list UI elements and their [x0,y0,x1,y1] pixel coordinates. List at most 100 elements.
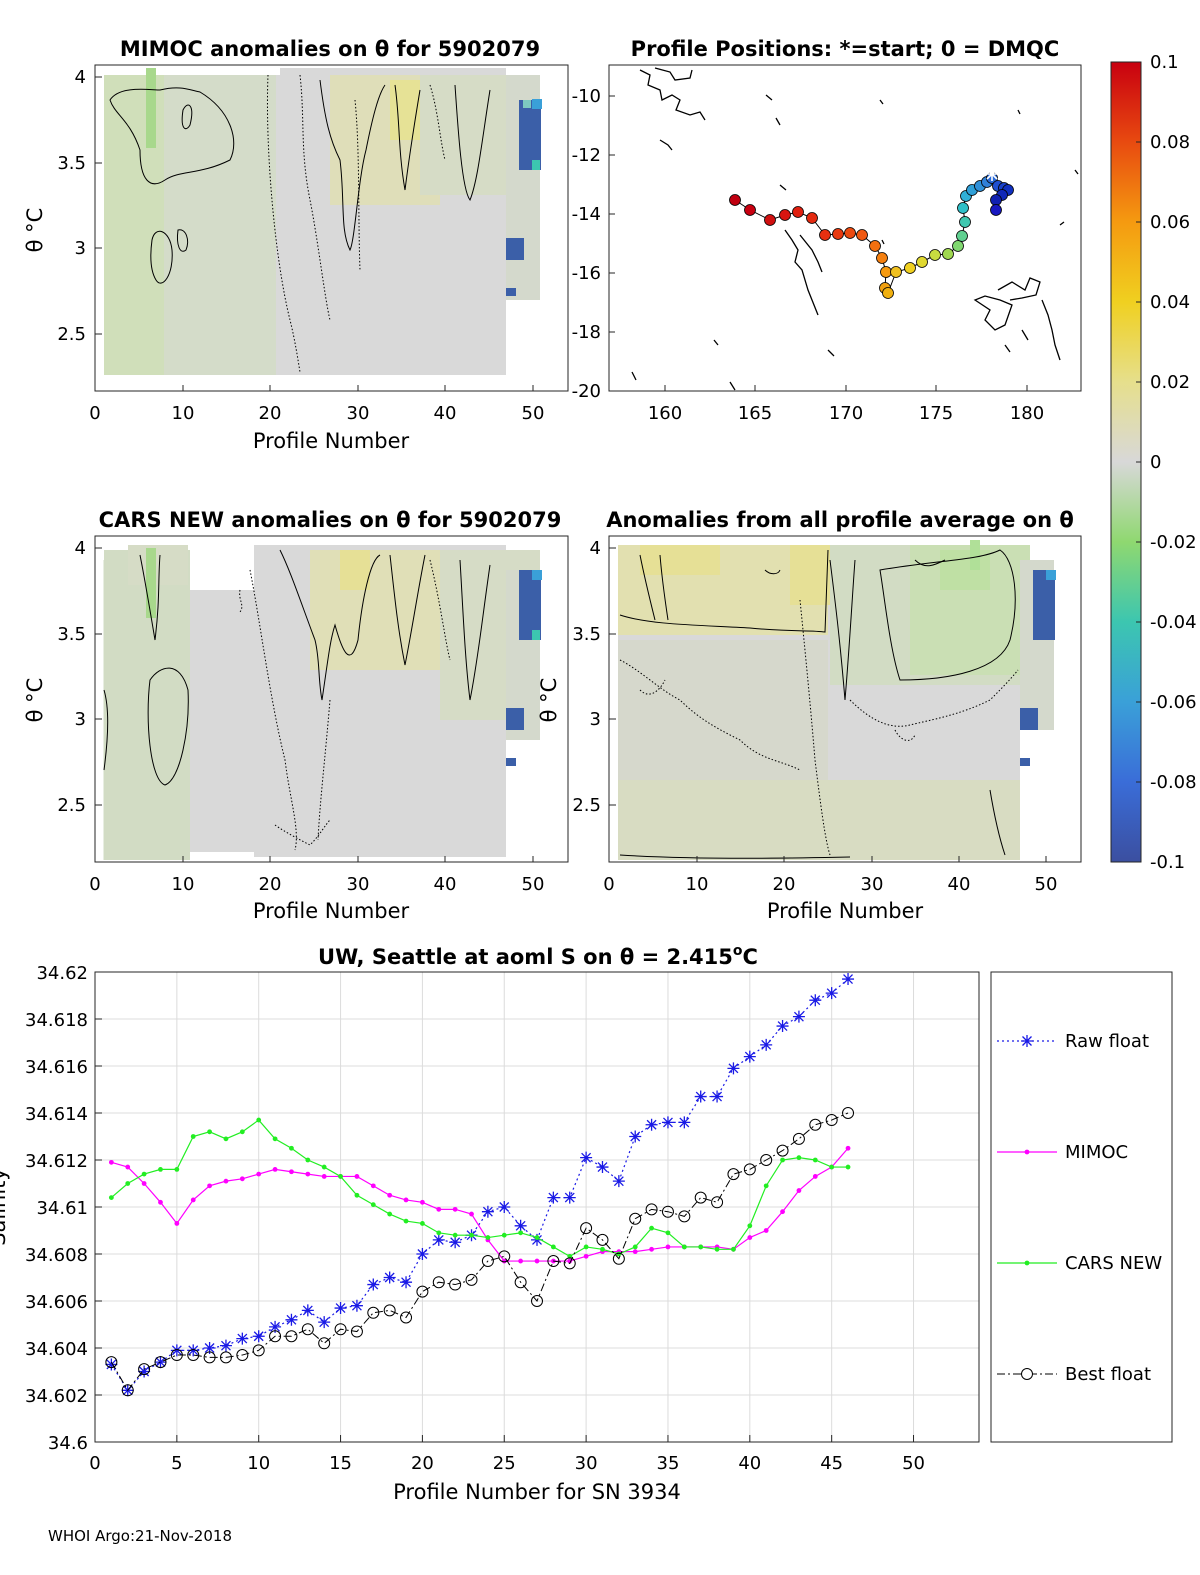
point-cars-new [370,1202,376,1208]
point-best-float [514,1276,527,1289]
point-cars-new [665,1230,671,1236]
point-raw-float [678,1116,691,1129]
point-cars-new [763,1183,769,1189]
legend-label-cars-new: CARS NEW [1065,1253,1162,1274]
point-best-float [170,1349,183,1362]
point-cars-new [681,1244,687,1250]
colorbar: 0.1 0.08 0.06 0.04 0.02 0 -0.02 -0.04 -0.06 -0.08… [1110,52,1197,873]
point-raw-float [825,987,838,1000]
point-best-float [154,1356,167,1369]
mimoc-xtick: 10 [172,403,195,424]
point-best-float [416,1285,429,1298]
series-line-cars-new [110,1119,849,1258]
y-tick-label: 34.614 [25,1104,88,1125]
point-mimoc [108,1159,114,1165]
point-raw-float [383,1271,396,1284]
cars-xtick: 30 [347,874,370,895]
colorbar-tick-label: -0.06 [1150,692,1197,713]
point-raw-float [727,1062,740,1075]
point-mimoc [436,1206,442,1212]
point-cars-new [698,1244,704,1250]
point-cars-new [289,1145,294,1151]
point-mimoc [354,1174,360,1179]
point-cars-new [632,1244,638,1250]
point-raw-float [580,1151,593,1164]
mimoc-ylabel: θ °C [23,208,47,253]
point-cars-new [207,1129,212,1135]
point-mimoc [747,1235,753,1240]
point-best-float [661,1205,674,1218]
point-best-float [219,1351,232,1364]
point-mimoc [239,1176,245,1182]
point-mimoc [223,1178,229,1184]
point-best-float [531,1295,543,1307]
cars-xtick: 0 [89,874,100,895]
point-cars-new [452,1232,458,1238]
x-tick-label: 10 [247,1453,270,1474]
series-line-mimoc [111,1147,849,1262]
point-raw-float [105,1358,118,1371]
start-star [985,167,999,181]
cars-xtick: 50 [522,874,545,895]
point-cars-new [469,1232,474,1238]
cars-ytick: 3 [75,709,86,730]
point-best-float [629,1212,642,1225]
point-best-float [825,1114,838,1127]
point-best-float [236,1349,249,1362]
salinity-chart: UW, Seattle at aoml S on θ = 2.415oC 0 5 1… [0,943,1173,1504]
point-raw-float [645,1118,658,1131]
point-best-float [432,1276,445,1289]
mimoc-ytick: 2.5 [57,324,86,345]
point-cars-new [239,1129,245,1135]
x-tick-label: 5 [171,1453,182,1474]
avg-xtick: 10 [686,874,709,895]
positions-xtick: 160 [648,403,682,424]
positions-ytick: -10 [572,86,601,107]
point-mimoc [796,1188,802,1193]
point-raw-float [301,1304,314,1317]
point-mimoc [780,1209,785,1215]
point-raw-float [612,1175,625,1188]
cars-xtick: 10 [172,874,195,895]
colorbar-tick-label: 0.1 [1150,52,1179,73]
positions-ytick: -12 [572,145,601,166]
chart-xlabel: Profile Number for SN 3934 [393,1480,681,1504]
positions-ytick: -20 [572,381,601,402]
chart-ylabel: Salinity [0,1168,10,1246]
point-cars-new [550,1244,556,1250]
mimoc-xtick: 0 [89,403,100,424]
point-mimoc [321,1174,327,1179]
point-best-float [334,1323,347,1336]
point-raw-float [809,994,822,1007]
mimoc-panel: MIMOC anomalies on θ for 5902079 [23,37,569,453]
point-raw-float [416,1248,429,1260]
colorbar-tick-label: -0.04 [1150,612,1197,633]
point-cars-new [108,1195,114,1200]
point-raw-float [269,1320,282,1333]
point-raw-float [449,1236,462,1249]
legend [990,971,1173,1443]
x-tick-label: 45 [820,1453,843,1474]
positions-ytick: -18 [572,322,601,343]
point-cars-new [321,1164,327,1170]
point-mimoc [501,1258,507,1264]
point-best-float [760,1154,773,1166]
point-best-float [645,1203,658,1216]
cars-title: CARS NEW anomalies on θ for 5902079 [99,508,562,532]
positions-ytick: -16 [572,263,601,284]
chart-title-main: UW, Seattle at aoml S on θ = 2.415 [318,945,733,969]
chart-title-sup: o [733,943,743,959]
point-best-float [285,1330,298,1343]
point-raw-float [760,1038,773,1051]
point-best-float [612,1252,625,1265]
point-cars-new [812,1157,818,1163]
positions-title: Profile Positions: *=start; 0 = DMQC [631,37,1060,61]
point-best-float [547,1255,560,1268]
y-tick-label: 34.616 [25,1057,88,1078]
avg-xtick: 50 [1035,874,1058,895]
y-tick-label: 34.602 [25,1386,88,1407]
point-cars-new [420,1221,425,1226]
point-best-float [481,1255,494,1268]
point-raw-float [187,1344,200,1357]
